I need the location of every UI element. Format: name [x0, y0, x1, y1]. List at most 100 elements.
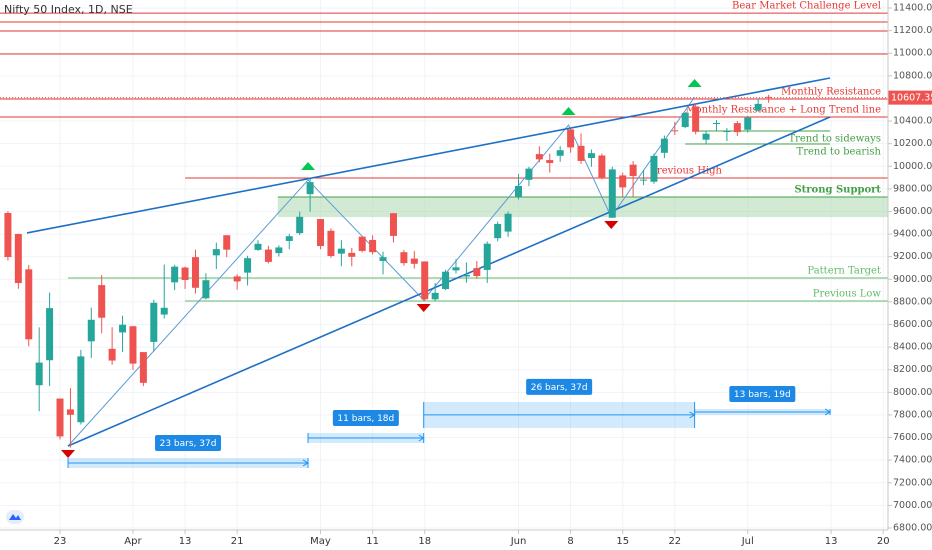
- candle-body: [712, 122, 720, 124]
- pivot-marker: [561, 107, 576, 116]
- candle-body: [442, 271, 450, 290]
- candle-body: [327, 230, 335, 257]
- y-tick-label: 8800.00: [893, 296, 932, 307]
- x-tick-label: 23: [54, 536, 67, 547]
- pivot-marker: [687, 78, 702, 87]
- candle-body: [702, 133, 710, 140]
- candle-body: [98, 285, 106, 318]
- candle-body: [35, 362, 43, 386]
- level-label: Monthly Resistance + Long Trend line: [685, 104, 881, 115]
- candle-body: [337, 248, 345, 254]
- logo: [6, 510, 24, 524]
- candle-body: [25, 269, 33, 340]
- candle-body: [650, 155, 658, 182]
- candle-body: [275, 247, 283, 254]
- candle-body: [723, 131, 731, 133]
- candle-body: [379, 257, 387, 261]
- candle-body: [629, 164, 637, 176]
- candle-body: [254, 243, 262, 250]
- candle-body: [660, 138, 668, 153]
- level-label: Trend to bearish: [797, 147, 882, 158]
- candle-body: [681, 113, 689, 128]
- candle-body: [202, 280, 210, 299]
- candle-body: [462, 274, 470, 277]
- level-label: Trend to sideways: [788, 134, 881, 145]
- candle-body: [244, 258, 252, 273]
- candle-body: [483, 243, 491, 270]
- candle-body: [87, 319, 95, 342]
- x-tick-label: 8: [567, 536, 573, 547]
- candle-body: [191, 257, 199, 288]
- candle-body: [556, 150, 564, 156]
- range-label: 13 bars, 19d: [734, 390, 791, 400]
- candle-body: [567, 129, 575, 148]
- candle-body: [306, 182, 314, 195]
- level-label: Monthly Resistance: [781, 87, 881, 98]
- y-tick-label: 10200.00: [893, 138, 932, 149]
- y-tick-label: 10800.00: [893, 70, 932, 81]
- candle-body: [598, 155, 606, 178]
- candle-body: [577, 145, 585, 161]
- level-label: Previous High: [650, 166, 722, 177]
- candle-body: [504, 213, 512, 232]
- trend-line: [26, 77, 831, 234]
- candle-body: [640, 179, 648, 181]
- candle-body: [400, 252, 408, 264]
- level-label: Strong Support: [794, 185, 881, 196]
- candle-body: [733, 123, 741, 133]
- candle-body: [285, 236, 293, 241]
- x-tick-label: Apr: [124, 536, 142, 547]
- y-tick-label: 7400.00: [893, 455, 932, 466]
- candle-body: [389, 213, 397, 236]
- candle-body: [369, 239, 377, 253]
- chart-title: Nifty 50 Index, 1D, NSE: [4, 3, 133, 16]
- candle-body: [171, 266, 179, 283]
- candle-body: [535, 154, 543, 160]
- x-tick-label: Jul: [741, 536, 754, 547]
- candle-body: [358, 236, 366, 251]
- range-label-bg: [526, 378, 593, 395]
- candle-body: [296, 216, 304, 234]
- y-tick-label: 11000.00: [893, 48, 932, 59]
- level-label: Pattern Target: [807, 265, 881, 276]
- last-price-bg: [888, 90, 932, 105]
- x-tick-label: Jun: [510, 536, 527, 547]
- range-label: 26 bars, 37d: [531, 383, 588, 393]
- candle-body: [619, 175, 627, 188]
- x-tick-label: 21: [231, 536, 244, 547]
- range-label-bg: [155, 434, 222, 451]
- candle-body: [46, 308, 54, 361]
- pattern-line: [67, 96, 696, 447]
- candle-body: [150, 302, 158, 342]
- candle-body: [264, 249, 272, 262]
- candle-body: [525, 168, 533, 180]
- candle-body: [14, 233, 22, 284]
- y-tick-label: 7600.00: [893, 432, 932, 443]
- candle-body: [108, 348, 116, 361]
- y-tick-label: 11200.00: [893, 25, 932, 36]
- range-label: 23 bars, 37d: [160, 439, 217, 449]
- x-tick-label: May: [310, 536, 331, 547]
- candle-body: [119, 324, 127, 333]
- y-tick-label: 8600.00: [893, 319, 932, 330]
- y-tick-label: 7200.00: [893, 477, 932, 488]
- range-label-bg: [332, 410, 399, 427]
- last-price-label: 10607.35: [891, 93, 932, 104]
- candle-body: [515, 185, 523, 198]
- pivot-marker: [301, 162, 316, 171]
- candle-body: [223, 235, 231, 250]
- pivot-marker: [416, 303, 431, 312]
- y-tick-label: 9600.00: [893, 206, 932, 217]
- y-tick-label: 7800.00: [893, 409, 932, 420]
- candle-body: [233, 276, 241, 282]
- candle-body: [494, 223, 502, 239]
- candle-body: [692, 106, 700, 132]
- y-tick-label: 10000.00: [893, 161, 932, 172]
- support-zone: [277, 197, 889, 218]
- x-tick-label: 13: [179, 536, 192, 547]
- y-tick-label: 7000.00: [893, 500, 932, 511]
- candle-body: [431, 292, 439, 300]
- candle-body: [421, 261, 429, 300]
- y-tick-label: 11400.00: [893, 3, 932, 14]
